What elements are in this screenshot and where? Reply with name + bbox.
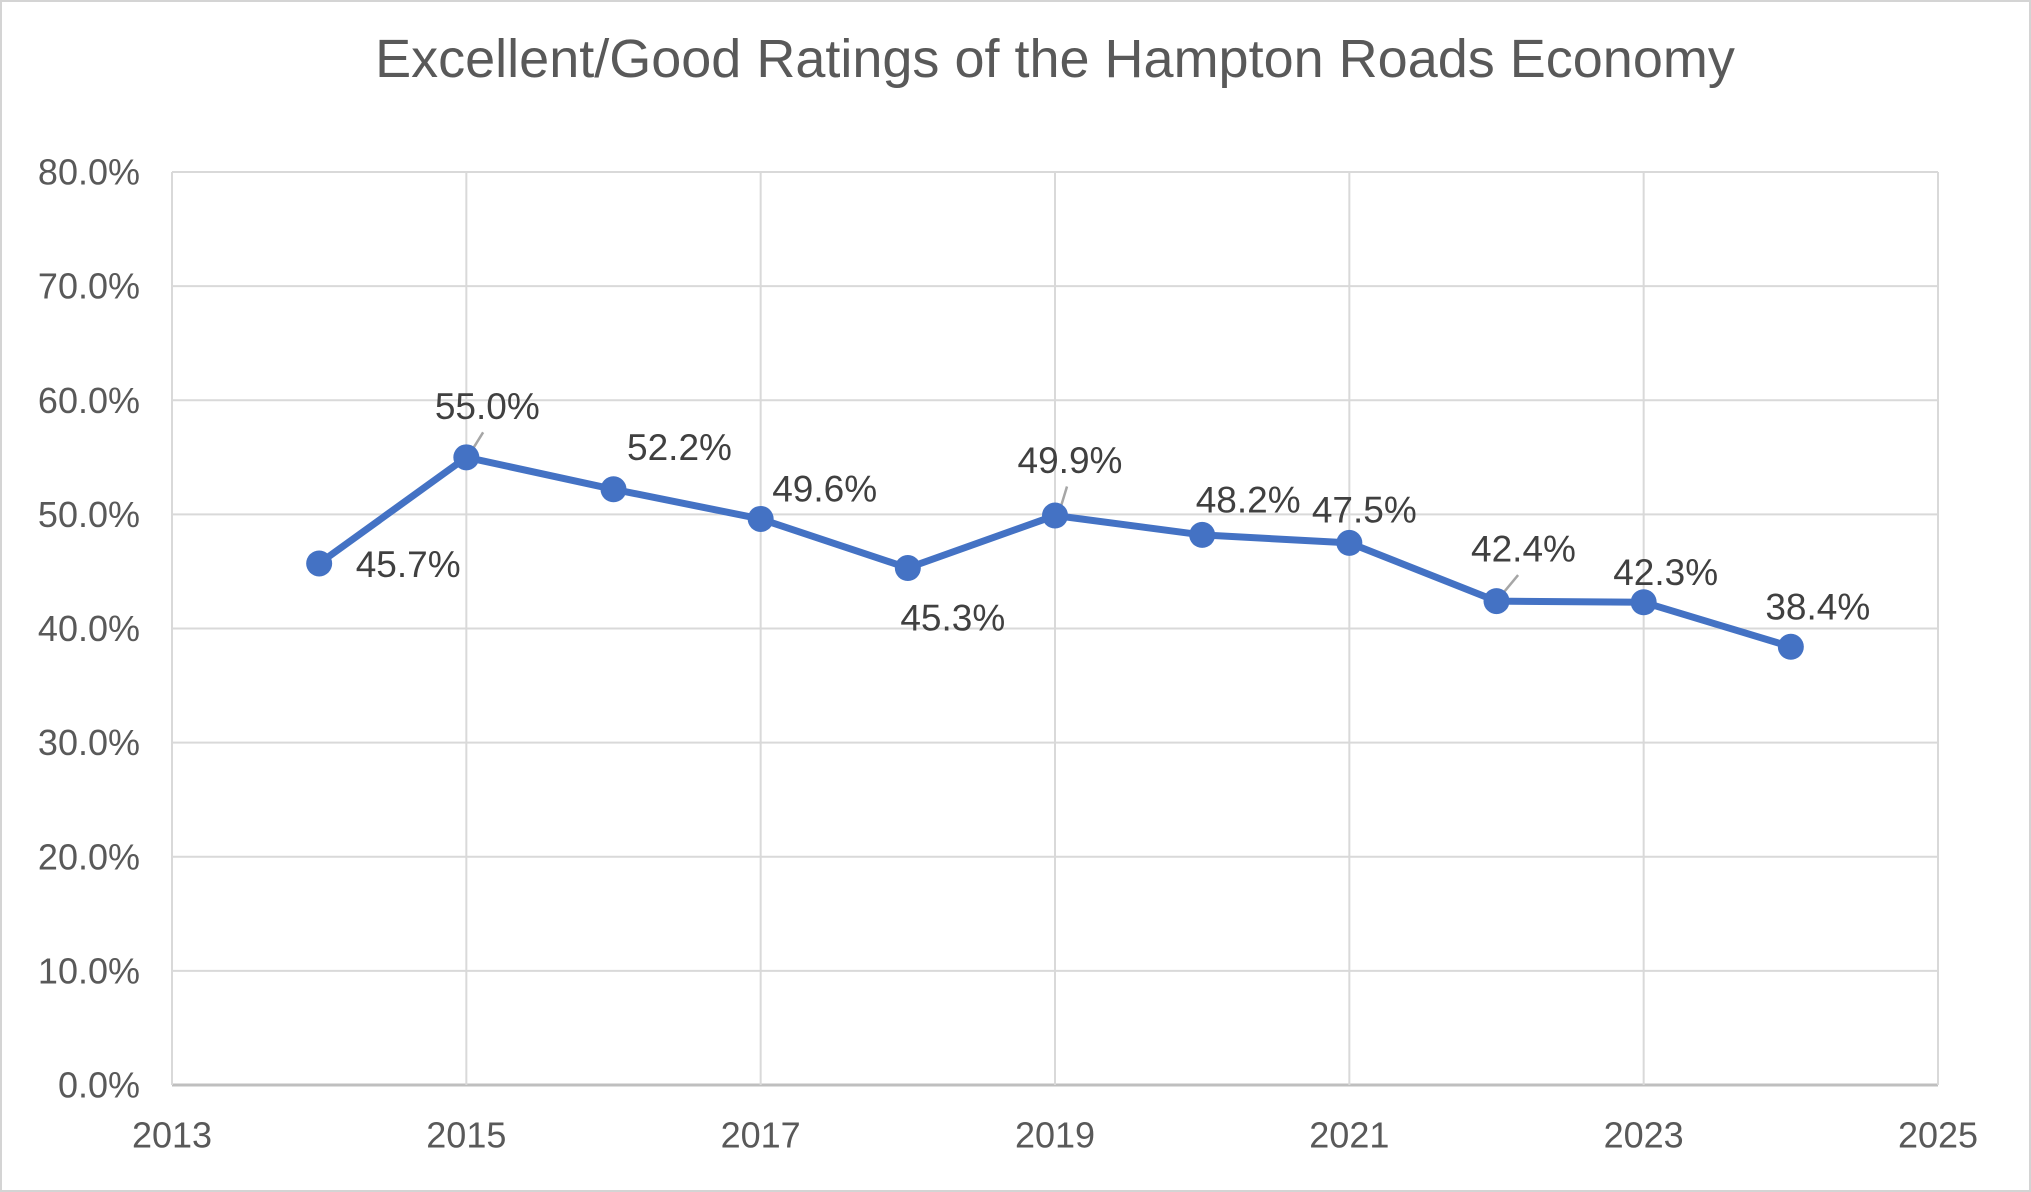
y-axis-tick-label: 40.0% bbox=[38, 608, 140, 649]
data-point-marker bbox=[1336, 529, 1363, 556]
data-point-label: 42.4% bbox=[1471, 529, 1576, 570]
data-point-label: 45.7% bbox=[356, 544, 461, 585]
data-point-label: 47.5% bbox=[1312, 489, 1417, 530]
x-axis-tick-label: 2021 bbox=[1309, 1115, 1389, 1156]
y-axis-tick-label: 80.0% bbox=[38, 152, 140, 193]
data-point-marker bbox=[1630, 589, 1657, 616]
y-axis-tick-label: 50.0% bbox=[38, 494, 140, 535]
y-axis-tick-label: 30.0% bbox=[38, 722, 140, 763]
data-point-marker bbox=[306, 550, 333, 577]
data-point-label: 42.3% bbox=[1613, 552, 1718, 593]
data-point-label: 48.2% bbox=[1196, 479, 1301, 520]
data-point-label: 45.3% bbox=[900, 598, 1005, 639]
data-point-label: 49.6% bbox=[772, 468, 877, 509]
data-point-label: 55.0% bbox=[435, 386, 540, 427]
x-axis-tick-label: 2013 bbox=[132, 1115, 212, 1156]
data-point-label: 52.2% bbox=[627, 427, 732, 468]
data-point-label: 49.9% bbox=[1018, 440, 1123, 481]
x-axis-tick-label: 2017 bbox=[721, 1115, 801, 1156]
x-axis-tick-label: 2023 bbox=[1604, 1115, 1684, 1156]
data-point-marker bbox=[1042, 502, 1068, 529]
data-point-marker bbox=[747, 505, 774, 532]
data-point-marker bbox=[600, 476, 627, 503]
y-axis-tick-label: 10.0% bbox=[38, 950, 140, 991]
y-axis-tick-label: 60.0% bbox=[38, 380, 140, 421]
y-axis-tick-label: 70.0% bbox=[38, 266, 140, 307]
y-axis-tick-label: 0.0% bbox=[58, 1065, 140, 1106]
data-point-marker bbox=[453, 444, 480, 471]
x-axis-tick-label: 2019 bbox=[1015, 1115, 1095, 1156]
x-axis-tick-label: 2015 bbox=[426, 1115, 506, 1156]
data-point-marker bbox=[1189, 521, 1216, 548]
y-axis-tick-label: 20.0% bbox=[38, 836, 140, 877]
x-axis-tick-label: 2025 bbox=[1898, 1115, 1978, 1156]
data-point-marker bbox=[894, 555, 921, 582]
data-point-marker bbox=[1483, 588, 1510, 615]
chart-title: Excellent/Good Ratings of the Hampton Ro… bbox=[375, 29, 1735, 89]
data-point-marker bbox=[1777, 633, 1804, 660]
data-point-label: 38.4% bbox=[1765, 586, 1870, 627]
